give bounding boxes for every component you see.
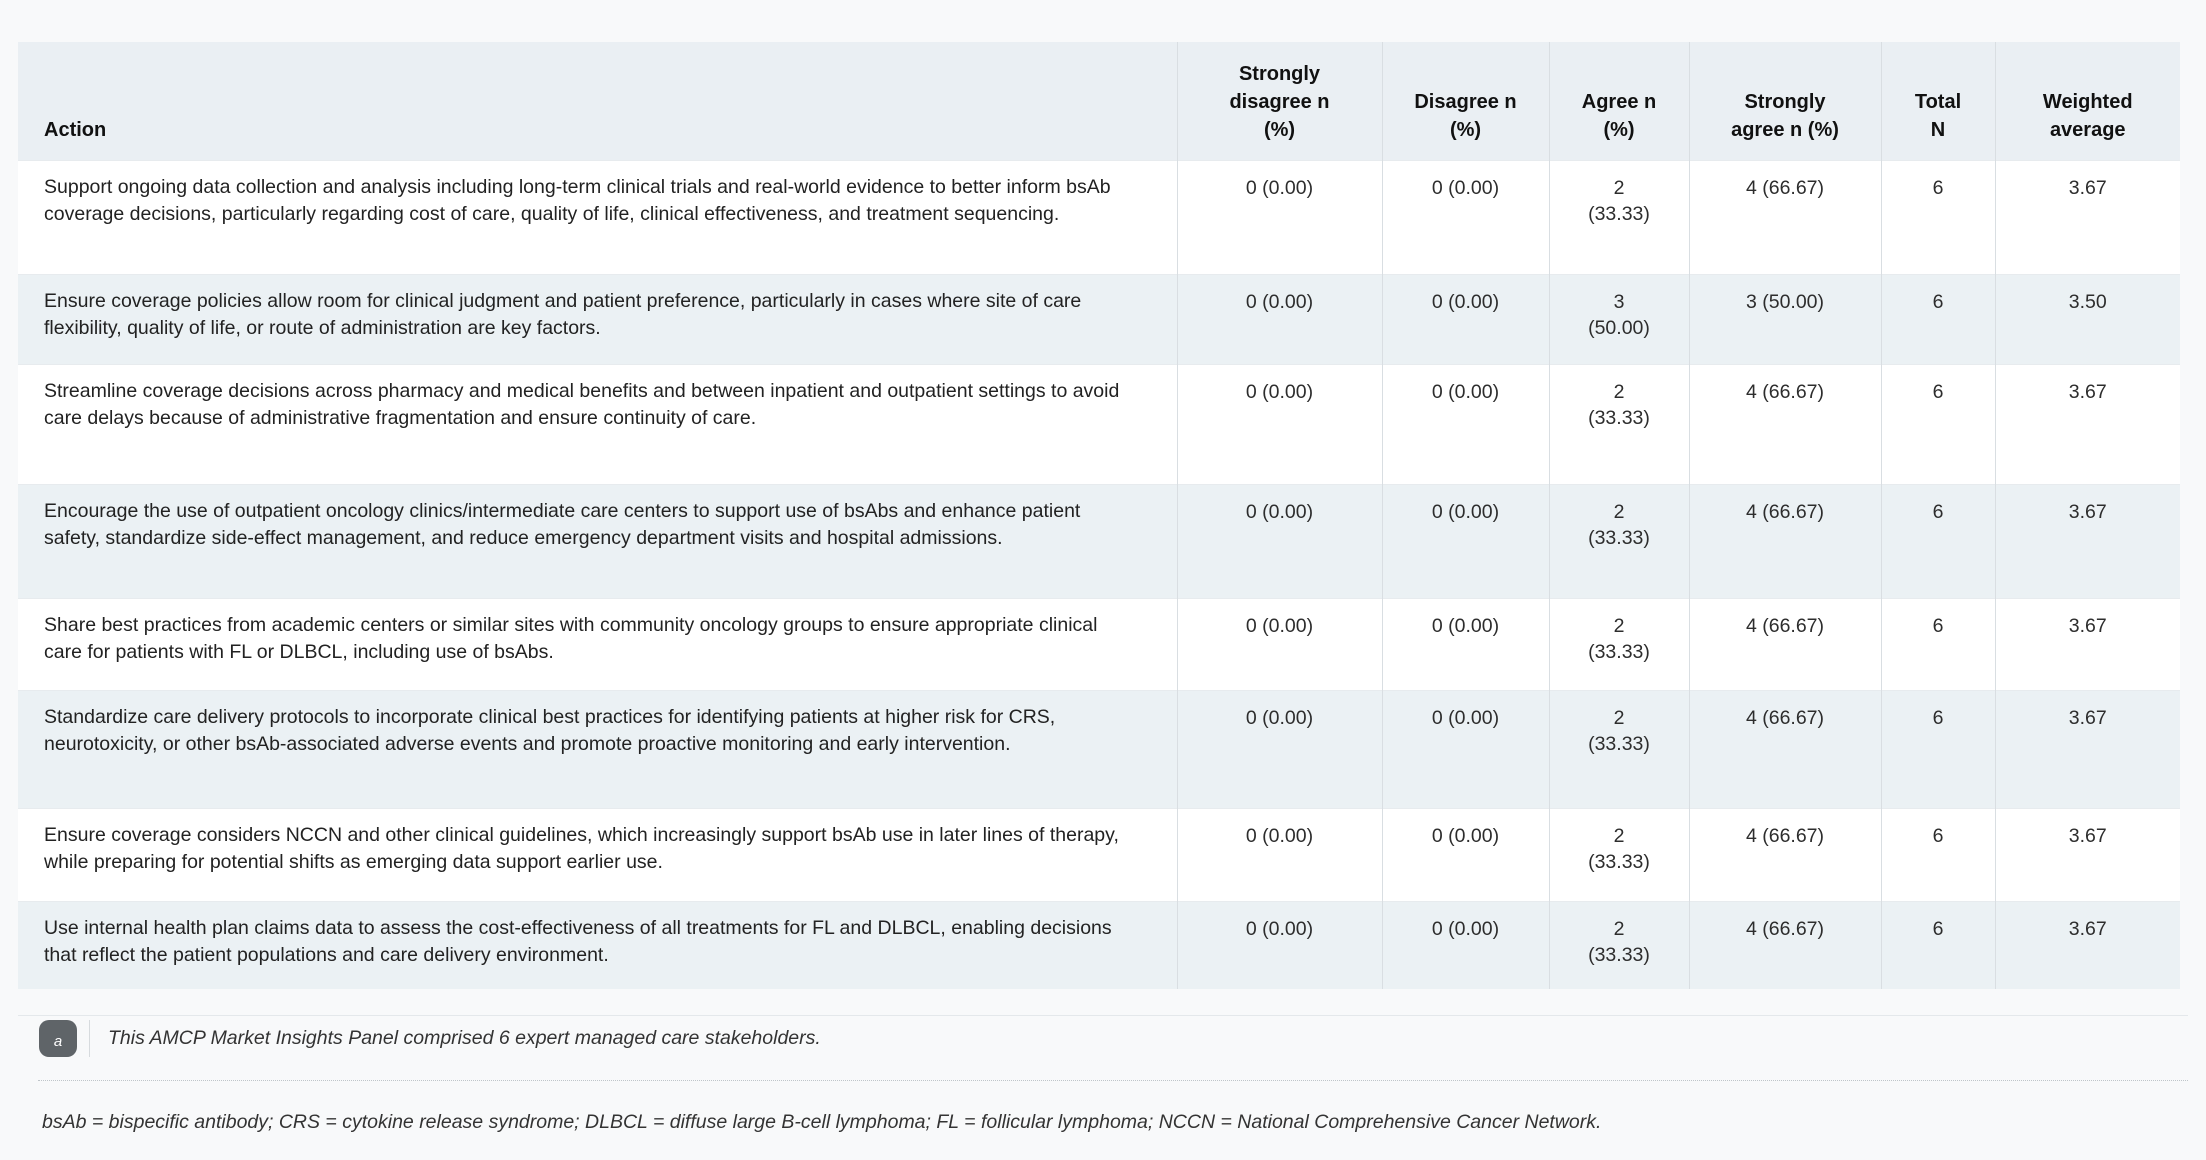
action-cell: Standardize care delivery protocols to i… [44,705,1056,755]
strongly-agree-cell: 4 (66.67) [1688,690,1881,808]
column-header-total-n: Total N [1880,42,1995,160]
weighted-average-cell: 3.67 [1994,364,2180,484]
strongly-disagree-cell: 0 (0.00) [1176,484,1382,598]
total-n-cell: 6 [1880,808,1995,901]
column-header-action: Action [44,118,107,141]
strongly-disagree-cell: 0 (0.00) [1176,160,1382,274]
strongly-disagree-cell: 0 (0.00) [1176,901,1382,989]
table-row: Ensure coverage policies allow room for … [18,274,2180,364]
weighted-average-cell: 3.67 [1994,160,2180,274]
weighted-average-cell: 3.67 [1994,690,2180,808]
disagree-cell: 0 (0.00) [1381,690,1549,808]
disagree-cell: 0 (0.00) [1381,901,1549,989]
disagree-cell: 0 (0.00) [1381,274,1549,364]
weighted-average-cell: 3.67 [1994,901,2180,989]
agree-cell: 2 (33.33) [1548,901,1689,989]
weighted-average-cell: 3.67 [1994,598,2180,690]
total-n-cell: 6 [1880,690,1995,808]
strongly-agree-cell: 3 (50.00) [1688,274,1881,364]
disagree-cell: 0 (0.00) [1381,808,1549,901]
action-cell: Ensure coverage policies allow room for … [44,289,1082,339]
strongly-agree-cell: 4 (66.67) [1688,484,1881,598]
table-row: Use internal health plan claims data to … [18,901,2180,989]
column-header-disagree: Disagree n (%) [1381,42,1549,160]
strongly-agree-cell: 4 (66.67) [1688,808,1881,901]
strongly-disagree-cell: 0 (0.00) [1176,274,1382,364]
action-cell: Ensure coverage considers NCCN and other… [44,823,1119,873]
action-cell: Support ongoing data collection and anal… [44,175,1111,225]
footnotes-section: a This AMCP Market Insights Panel compri… [18,1015,2188,1136]
column-header-weighted-average: Weighted average [1994,42,2180,160]
agree-cell: 2 (33.33) [1548,808,1689,901]
total-n-cell: 6 [1880,160,1995,274]
weighted-average-cell: 3.50 [1994,274,2180,364]
agree-cell: 2 (33.33) [1548,598,1689,690]
weighted-average-cell: 3.67 [1994,484,2180,598]
action-cell: Encourage the use of outpatient oncology… [44,499,1081,549]
disagree-cell: 0 (0.00) [1381,598,1549,690]
dotted-divider [38,1080,2188,1081]
weighted-average-cell: 3.67 [1994,808,2180,901]
strongly-agree-cell: 4 (66.67) [1688,160,1881,274]
table-row: Ensure coverage considers NCCN and other… [18,808,2180,901]
column-header-strongly-disagree: Strongly disagree n (%) [1176,42,1382,160]
total-n-cell: 6 [1880,901,1995,989]
survey-results-table: Action Strongly disagree n (%) Disagree … [18,42,2180,989]
table-row: Standardize care delivery protocols to i… [18,690,2180,808]
strongly-agree-cell: 4 (66.67) [1688,598,1881,690]
column-header-strongly-agree: Strongly agree n (%) [1688,42,1881,160]
disagree-cell: 0 (0.00) [1381,484,1549,598]
strongly-disagree-cell: 0 (0.00) [1176,808,1382,901]
strongly-agree-cell: 4 (66.67) [1688,364,1881,484]
footnote-marker-badge: a [39,1020,77,1057]
strongly-agree-cell: 4 (66.67) [1688,901,1881,989]
total-n-cell: 6 [1880,484,1995,598]
table-row: Encourage the use of outpatient oncology… [18,484,2180,598]
table-row: Support ongoing data collection and anal… [18,160,2180,274]
table-row: Share best practices from academic cente… [18,598,2180,690]
action-cell: Share best practices from academic cente… [44,613,1098,663]
disagree-cell: 0 (0.00) [1381,160,1549,274]
table-row: Streamline coverage decisions across pha… [18,364,2180,484]
strongly-disagree-cell: 0 (0.00) [1176,690,1382,808]
table-header-row: Action Strongly disagree n (%) Disagree … [18,42,2180,160]
footnote-divider [89,1020,90,1057]
agree-cell: 3 (50.00) [1548,274,1689,364]
footnote: a This AMCP Market Insights Panel compri… [39,1020,2188,1057]
agree-cell: 2 (33.33) [1548,484,1689,598]
action-cell: Use internal health plan claims data to … [44,916,1112,966]
total-n-cell: 6 [1880,364,1995,484]
total-n-cell: 6 [1880,598,1995,690]
footnote-text: This AMCP Market Insights Panel comprise… [108,1027,821,1049]
abbreviations-text: bsAb = bispecific antibody; CRS = cytoki… [42,1111,1602,1133]
strongly-disagree-cell: 0 (0.00) [1176,364,1382,484]
strongly-disagree-cell: 0 (0.00) [1176,598,1382,690]
agree-cell: 2 (33.33) [1548,160,1689,274]
agree-cell: 2 (33.33) [1548,690,1689,808]
action-cell: Streamline coverage decisions across pha… [44,379,1120,429]
column-header-agree: Agree n (%) [1548,42,1689,160]
agree-cell: 2 (33.33) [1548,364,1689,484]
disagree-cell: 0 (0.00) [1381,364,1549,484]
total-n-cell: 6 [1880,274,1995,364]
